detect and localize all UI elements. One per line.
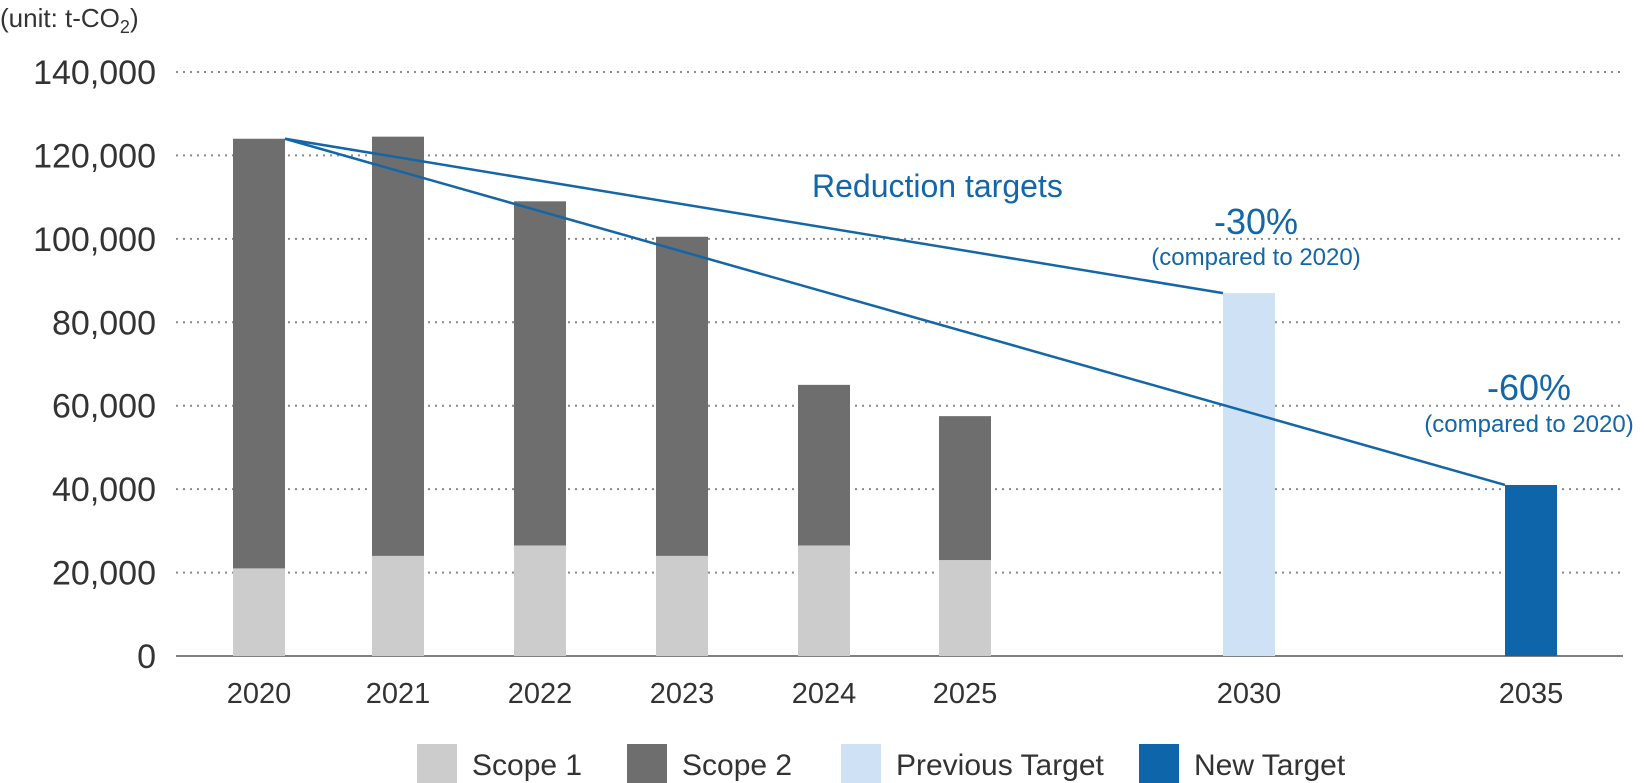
target-line-2035	[284, 137, 1506, 487]
y-tick-label: 100,000	[33, 221, 156, 259]
y-tick-label: 20,000	[52, 555, 156, 593]
bar-scope-2-2023	[656, 236, 708, 556]
bar-scope-1-2021	[372, 555, 424, 656]
bar-previous-target-2030	[1223, 293, 1275, 656]
legend-label: Scope 1	[472, 749, 582, 782]
legend-label: Previous Target	[896, 749, 1105, 782]
unit-label: (unit: t-CO2)	[0, 3, 139, 37]
bar-new-target-2035	[1505, 484, 1557, 656]
legend: Scope 1 Scope 2 Previous Target New Target	[417, 744, 1346, 783]
legend-swatch	[417, 744, 457, 783]
legend-swatch	[841, 744, 881, 783]
y-tick-label: 0	[137, 638, 156, 676]
target-line-2030	[284, 137, 1224, 295]
x-tick-label: 2022	[508, 678, 573, 710]
x-axis-ticks: 2020 2021 2022 2023 2024 2025 2030 2035	[227, 678, 1564, 710]
bar-scope-2-2020	[233, 138, 285, 569]
x-tick-label: 2023	[650, 678, 715, 710]
target-2035-note: (compared to 2020)	[1424, 411, 1633, 438]
y-tick-label: 80,000	[52, 304, 156, 342]
y-tick-label: 40,000	[52, 471, 156, 509]
bars	[233, 136, 1557, 656]
x-tick-label: 2025	[933, 678, 998, 710]
legend-swatch	[1139, 744, 1179, 783]
x-tick-label: 2021	[366, 678, 431, 710]
target-2030-note: (compared to 2020)	[1151, 244, 1360, 271]
y-tick-label: 120,000	[33, 137, 156, 175]
bar-scope-2-2022	[514, 201, 566, 546]
legend-label: New Target	[1194, 749, 1346, 782]
target-2030-percent: -30%	[1214, 201, 1298, 242]
x-tick-label: 2020	[227, 678, 292, 710]
grid-lines	[176, 71, 1623, 574]
y-tick-label: 140,000	[33, 54, 156, 92]
x-tick-label: 2030	[1217, 678, 1282, 710]
target-2035-percent: -60%	[1487, 367, 1571, 408]
target-lines	[284, 137, 1506, 487]
reduction-targets-label: Reduction targets	[812, 168, 1063, 204]
bar-scope-1-2023	[656, 555, 708, 656]
bar-scope-1-2020	[233, 568, 285, 656]
bar-scope-1-2022	[514, 545, 566, 656]
x-tick-label: 2035	[1499, 678, 1564, 710]
bar-scope-2-2025	[939, 416, 991, 561]
y-axis-ticks: 0 20,000 40,000 60,000 80,000 100,000 120,000 1…	[33, 54, 156, 676]
legend-label: Scope 2	[682, 749, 792, 782]
x-tick-label: 2024	[792, 678, 857, 710]
bar-scope-2-2024	[798, 384, 850, 546]
bar-scope-2-2021	[372, 136, 424, 556]
y-tick-label: 60,000	[52, 388, 156, 426]
bar-scope-1-2024	[798, 545, 850, 656]
legend-swatch	[627, 744, 667, 783]
bar-scope-1-2025	[939, 560, 991, 656]
